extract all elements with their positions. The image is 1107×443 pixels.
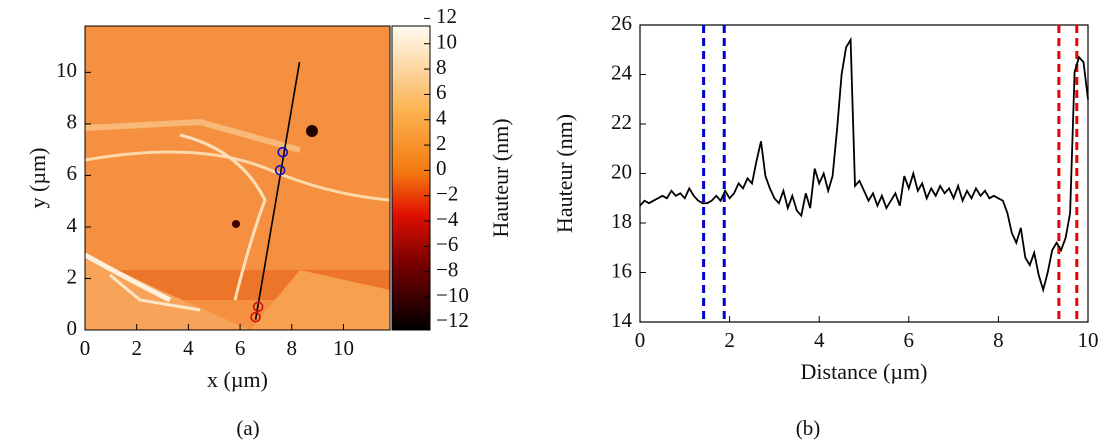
colorbar-tick-label: −12 [436, 308, 469, 332]
y-tick-label: 2 [67, 264, 78, 288]
colorbar-tick-label: 0 [436, 156, 447, 180]
y-tick-label: 4 [67, 213, 78, 237]
profile-marker [274, 164, 286, 176]
caption: (a) [236, 416, 259, 440]
y-tick-label: 14 [611, 308, 633, 332]
x-tick-label: 0 [635, 328, 646, 352]
colorbar [391, 25, 431, 331]
y-tick-label: 6 [67, 161, 78, 185]
profile-curve [639, 36, 1089, 294]
x-tick-label: 6 [904, 328, 915, 352]
y-tick-label: 18 [611, 209, 632, 233]
profile-marker [277, 146, 289, 158]
x-tick-label: 2 [131, 336, 142, 360]
x-tick-label: 10 [1078, 328, 1099, 352]
colorbar-tick-label: 10 [436, 30, 457, 54]
colorbar-tick-label: −10 [436, 283, 469, 307]
x-tick-label: 2 [724, 328, 735, 352]
x-axis-label: Distance (µm) [801, 359, 928, 384]
x-tick-label: 8 [993, 328, 1004, 352]
colorbar-tick-label: 6 [436, 80, 447, 104]
x-tick-label: 10 [333, 336, 354, 360]
colorbar-label: Hauteur (nm) [488, 118, 513, 237]
y-tick-label: 26 [611, 11, 632, 35]
x-tick-label: 8 [287, 336, 298, 360]
afm-image [85, 26, 390, 330]
y-tick-label: 0 [67, 316, 78, 340]
image-frame [84, 25, 391, 331]
caption: (b) [796, 416, 821, 440]
y-axis-label: y (µm) [25, 148, 50, 209]
y-tick-label: 8 [67, 110, 78, 134]
colorbar-tick-label: −2 [436, 182, 458, 206]
x-axis-label: x (µm) [207, 367, 268, 392]
colorbar-tick-label: 4 [436, 106, 447, 130]
x-tick-label: 4 [183, 336, 194, 360]
profile-line [254, 61, 301, 320]
y-tick-label: 22 [611, 110, 632, 134]
plot-frame [639, 24, 1089, 323]
x-tick-label: 4 [814, 328, 825, 352]
profile-marker [250, 311, 261, 323]
y-tick-label: 20 [611, 159, 632, 183]
profile-marker [252, 301, 264, 313]
x-tick-label: 6 [235, 336, 246, 360]
colorbar-tick-label: −4 [436, 207, 459, 231]
y-tick-label: 10 [56, 58, 77, 82]
colorbar-tick-label: 2 [436, 131, 447, 155]
colorbar-tick-label: −6 [436, 232, 458, 256]
colorbar-tick-label: 12 [436, 4, 457, 28]
colorbar-tick-label: −8 [436, 258, 458, 282]
y-axis-label: Hauteur (nm) [552, 114, 577, 233]
y-tick-label: 24 [611, 60, 633, 84]
y-tick-label: 16 [611, 258, 632, 282]
x-tick-label: 0 [80, 336, 91, 360]
colorbar-tick-label: 8 [436, 55, 447, 79]
